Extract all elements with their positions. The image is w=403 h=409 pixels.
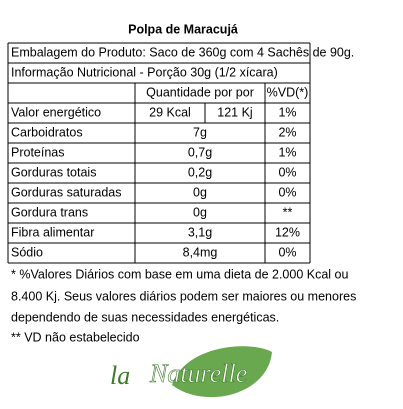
- logo-prefix: la: [110, 361, 130, 390]
- serving: Informação Nutricional - Porção 30g (1/2…: [11, 65, 278, 79]
- value-cell: 29 Kcal: [149, 105, 191, 119]
- value-cell: 7g: [193, 125, 207, 139]
- footnote: * %Valores Diários com base em uma dieta…: [11, 267, 348, 281]
- vd-cell: 1%: [278, 105, 296, 119]
- title: Polpa de Maracujá: [128, 22, 238, 36]
- vd-cell: 0%: [278, 185, 296, 199]
- vd-cell: 12%: [275, 225, 300, 239]
- value-cell: 0g: [193, 205, 207, 219]
- logo-name: Naturelle: [149, 359, 247, 388]
- row-label: Gorduras saturadas: [11, 185, 121, 199]
- value-cell: 3,1g: [188, 225, 212, 239]
- value-cell: 0,2g: [188, 165, 212, 179]
- packaging: Embalagem do Produto: Saco de 360g com 4…: [11, 45, 354, 59]
- header-cell: Quantidade por por: [146, 85, 254, 99]
- footnote: dependendo de suas necessidades energéti…: [11, 310, 279, 324]
- row-label: Gorduras totais: [11, 165, 96, 179]
- row-label: Valor energético: [11, 105, 101, 119]
- value-cell: 8,4mg: [183, 245, 218, 259]
- vd-cell: 0%: [278, 245, 296, 259]
- footnote: ** VD não estabelecido: [11, 330, 140, 344]
- value-cell: 0,7g: [188, 145, 212, 159]
- value-cell: 121 Kj: [217, 105, 252, 119]
- footnote: 8.400 Kj. Seus valores diários podem ser…: [11, 289, 356, 303]
- row-label: Proteínas: [11, 145, 65, 159]
- nutrition-table: Quantidade por por %VD(*) Valor energético…: [7, 42, 311, 264]
- vd-cell: 0%: [278, 165, 296, 179]
- row-label: Sódio: [11, 245, 43, 259]
- vd-cell: 1%: [278, 145, 296, 159]
- logo-leaf: [172, 346, 272, 398]
- row-label: Fibra alimentar: [11, 225, 94, 239]
- row-label: Carboidratos: [11, 125, 83, 139]
- logo: la Naturelle: [110, 346, 272, 398]
- vd-cell: 2%: [278, 125, 296, 139]
- vd-cell: **: [283, 205, 293, 219]
- value-cell: 0g: [193, 185, 207, 199]
- row-label: Gordura trans: [11, 205, 88, 219]
- header-cell: %VD(*): [267, 85, 309, 99]
